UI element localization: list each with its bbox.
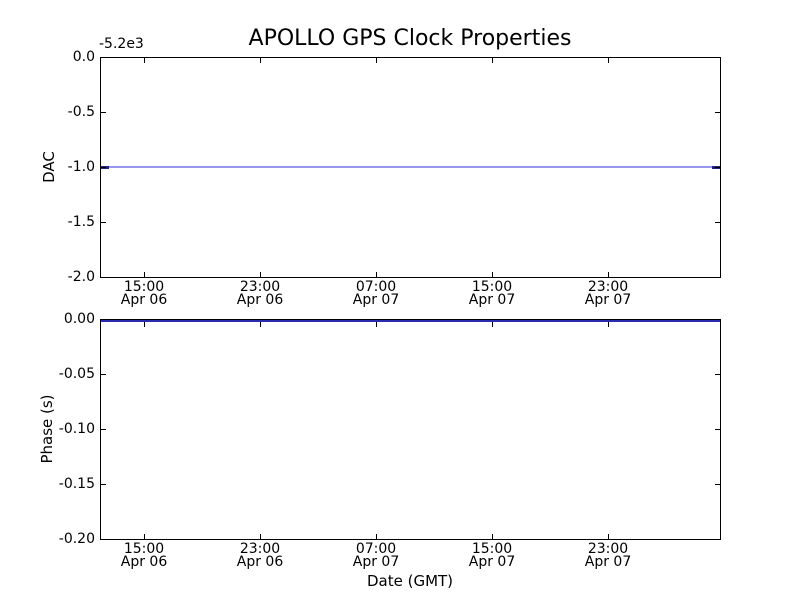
ytick-label: -0.05 xyxy=(58,366,95,382)
tick-mark xyxy=(715,484,720,485)
ytick-label: -0.20 xyxy=(58,531,95,547)
xtick-label: 07:00 Apr 07 xyxy=(352,279,400,308)
xtick-date: Apr 07 xyxy=(468,554,516,570)
tick-mark xyxy=(144,322,145,327)
xtick-time: 15:00 xyxy=(123,541,165,557)
ytick-label: -1.0 xyxy=(67,159,95,175)
tick-mark xyxy=(101,222,106,223)
tick-mark xyxy=(144,272,145,277)
xtick-time: 23:00 xyxy=(239,541,281,557)
xtick-label: 07:00 Apr 07 xyxy=(352,541,400,570)
tick-mark xyxy=(715,222,720,223)
tick-mark xyxy=(492,534,493,539)
xtick-label: 23:00 Apr 07 xyxy=(584,279,632,308)
tick-mark xyxy=(101,112,106,113)
tick-mark xyxy=(101,429,106,430)
tick-mark xyxy=(492,272,493,277)
tick-mark xyxy=(492,322,493,327)
xtick-date: Apr 06 xyxy=(236,554,284,570)
tick-mark xyxy=(608,58,609,63)
xtick-date: Apr 07 xyxy=(584,554,632,570)
xtick-time: 23:00 xyxy=(239,279,281,295)
ytick-label: -0.5 xyxy=(67,104,95,120)
xtick-date: Apr 07 xyxy=(468,292,516,308)
ytick-label: -2.0 xyxy=(67,269,95,285)
tick-mark xyxy=(715,112,720,113)
tick-mark xyxy=(260,322,261,327)
tick-mark xyxy=(492,58,493,63)
ytick-label: 0.00 xyxy=(63,311,95,327)
xtick-date: Apr 06 xyxy=(236,292,284,308)
xtick-label: 15:00 Apr 06 xyxy=(120,541,168,570)
tick-mark xyxy=(715,167,720,168)
x-axis-label: Date (GMT) xyxy=(366,572,454,590)
xtick-date: Apr 07 xyxy=(352,554,400,570)
xtick-label: 23:00 Apr 06 xyxy=(236,279,284,308)
tick-mark xyxy=(260,58,261,63)
xtick-time: 15:00 xyxy=(471,541,513,557)
tick-mark xyxy=(260,272,261,277)
ytick-label: -0.10 xyxy=(58,421,95,437)
xtick-label: 23:00 Apr 07 xyxy=(584,541,632,570)
xtick-label: 23:00 Apr 06 xyxy=(236,541,284,570)
tick-mark xyxy=(144,58,145,63)
tick-mark xyxy=(144,534,145,539)
tick-mark xyxy=(101,374,106,375)
tick-mark xyxy=(376,534,377,539)
tick-mark xyxy=(376,58,377,63)
xtick-label: 15:00 Apr 07 xyxy=(468,541,516,570)
tick-mark xyxy=(101,484,106,485)
tick-mark xyxy=(715,374,720,375)
xtick-date: Apr 06 xyxy=(120,554,168,570)
tick-mark xyxy=(608,272,609,277)
xtick-label: 15:00 Apr 07 xyxy=(468,279,516,308)
y-axis-label-phase: Phase (s) xyxy=(38,394,56,464)
xtick-time: 23:00 xyxy=(587,279,629,295)
ytick-label: -0.15 xyxy=(58,476,95,492)
axes-phase-plot xyxy=(100,319,721,540)
phase-data-line xyxy=(101,320,720,322)
tick-mark xyxy=(101,167,106,168)
tick-mark xyxy=(260,534,261,539)
xtick-date: Apr 07 xyxy=(352,292,400,308)
xtick-label: 15:00 Apr 06 xyxy=(120,279,168,308)
xtick-time: 07:00 xyxy=(355,279,397,295)
chart-title: APOLLO GPS Clock Properties xyxy=(248,26,572,51)
ytick-label: -1.5 xyxy=(67,214,95,230)
ytick-label: 0.0 xyxy=(72,49,95,65)
y-axis-label-dac: DAC xyxy=(40,151,58,183)
xtick-time: 07:00 xyxy=(355,541,397,557)
xtick-date: Apr 07 xyxy=(584,292,632,308)
xtick-date: Apr 06 xyxy=(120,292,168,308)
tick-mark xyxy=(715,429,720,430)
tick-mark xyxy=(376,322,377,327)
tick-mark xyxy=(608,322,609,327)
tick-mark xyxy=(376,272,377,277)
xtick-time: 15:00 xyxy=(471,279,513,295)
tick-mark xyxy=(608,534,609,539)
dac-data-line xyxy=(101,166,720,168)
xtick-time: 23:00 xyxy=(587,541,629,557)
xtick-time: 15:00 xyxy=(123,279,165,295)
y-axis-offset-text: -5.2e3 xyxy=(99,36,144,52)
